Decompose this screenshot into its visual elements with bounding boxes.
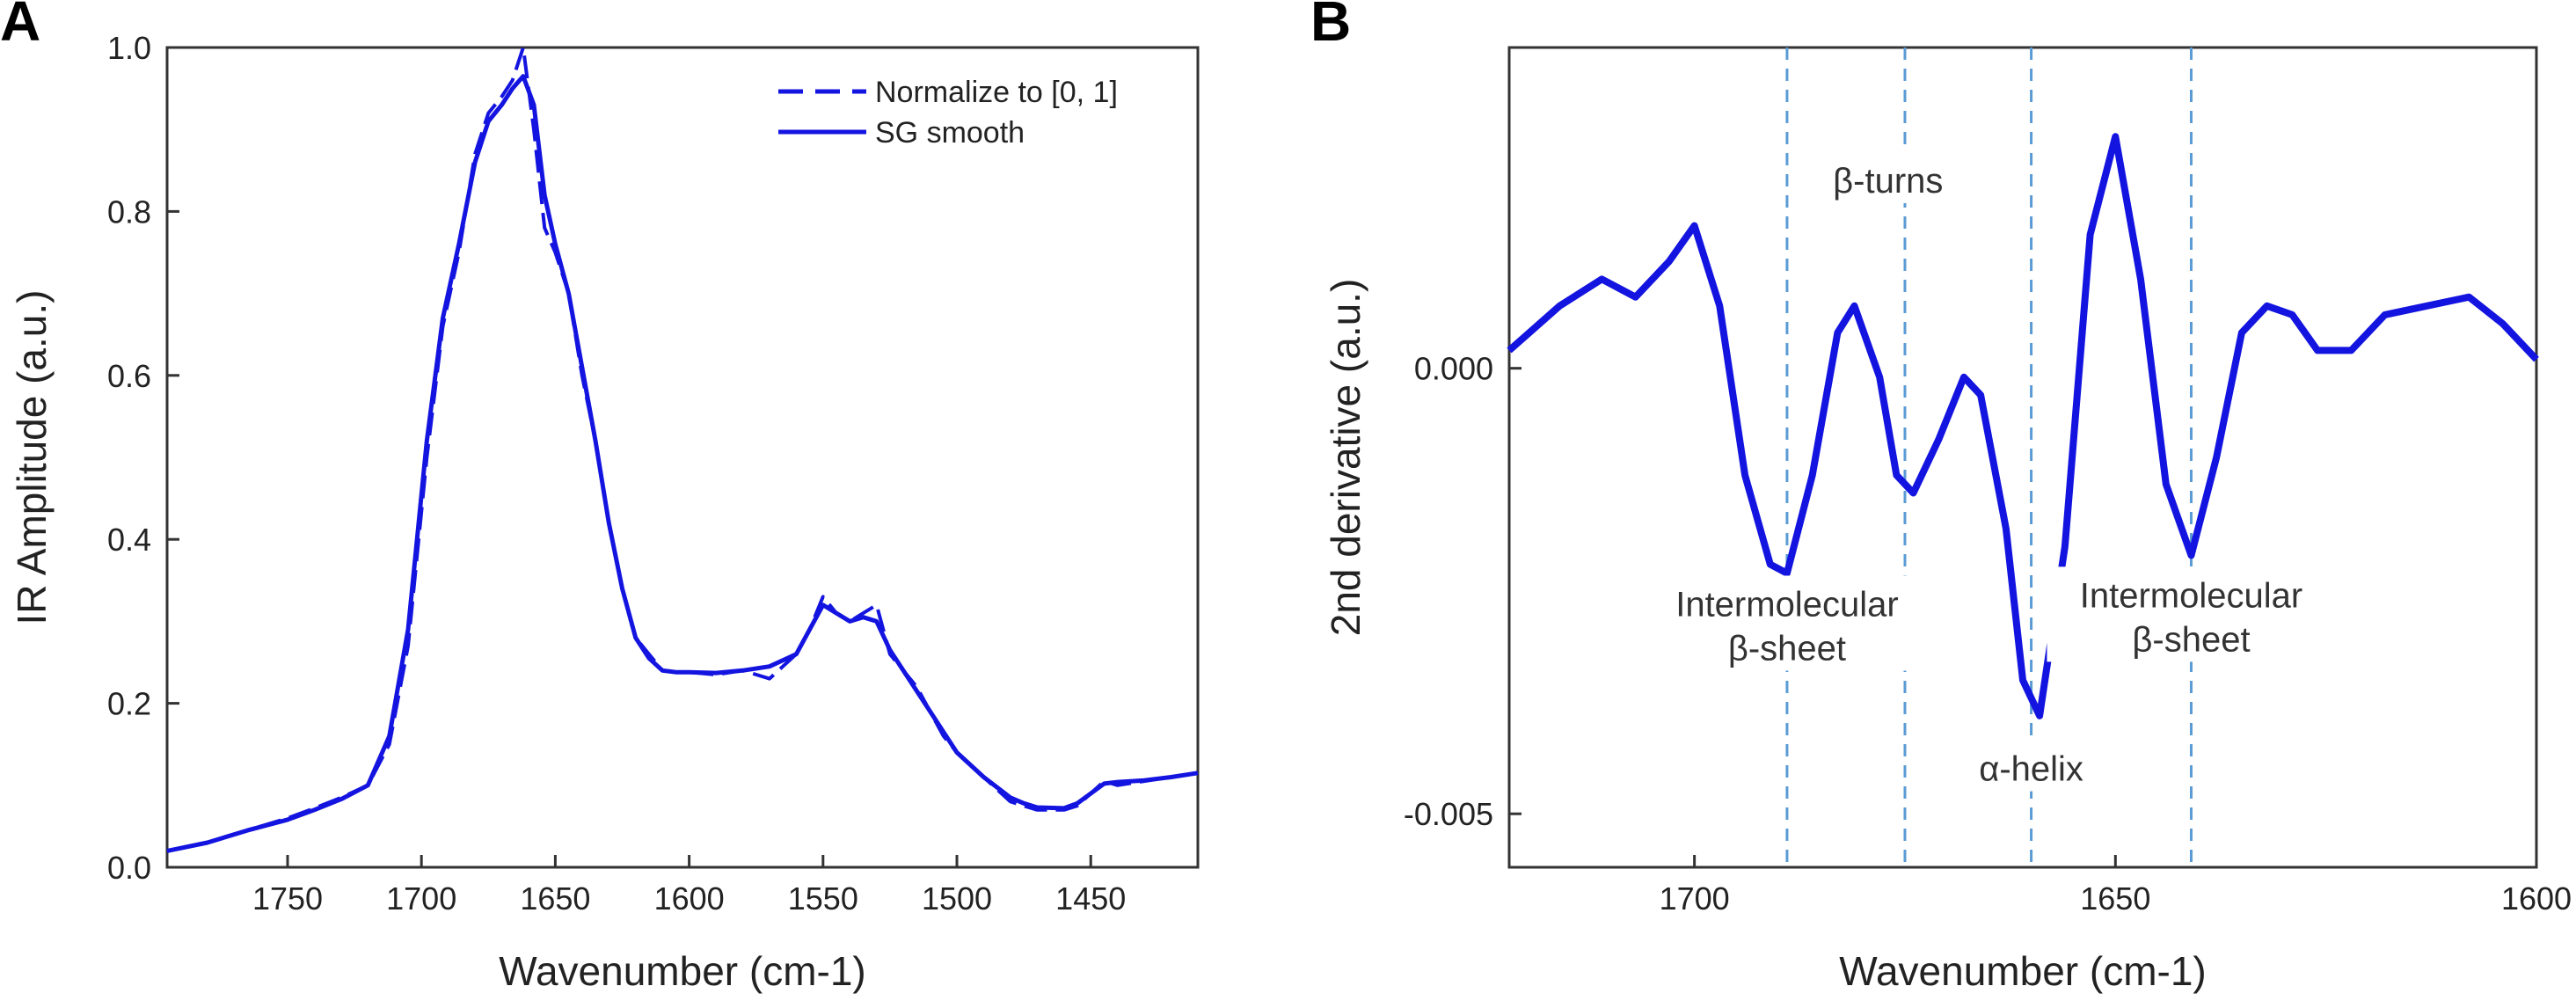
y-tick-label: 1.0	[107, 30, 151, 66]
y-tick-label: 0.0	[107, 850, 151, 886]
panel-a-legend: Normalize to [0, 1] SG smooth	[778, 76, 1118, 150]
panel-a-x-axis-label: Wavenumber (cm-1)	[499, 948, 865, 994]
x-tick-label: 1450	[1055, 880, 1126, 917]
annotation-label: α-helix	[1979, 750, 2083, 789]
x-tick-label: 1650	[2080, 880, 2150, 917]
panel-b-annotations: Intermolecular β-sheet β-turns α-helix Inter…	[1642, 151, 2336, 792]
annotation-backing	[1954, 740, 2108, 792]
legend-label-sg-smooth: SG smooth	[875, 116, 1025, 150]
panel-b-y-axis-label: 2nd derivative (a.u.)	[1323, 279, 1368, 637]
annotation-backing	[1642, 575, 1931, 671]
annotation-backing	[1811, 151, 1965, 203]
panel-a-letter: A	[0, 0, 40, 53]
annotation-label: Intermolecular	[1675, 585, 1898, 624]
panel-b-x-axis-label: Wavenumber (cm-1)	[1839, 948, 2206, 994]
x-tick-label: 1700	[1660, 880, 1730, 917]
annotation-label: Intermolecular	[2080, 576, 2302, 615]
y-tick-label: 0.8	[107, 194, 151, 230]
y-tick-label: 0.6	[107, 358, 151, 394]
legend-label-normalize: Normalize to [0, 1]	[875, 76, 1118, 109]
x-tick-label: 1550	[788, 880, 858, 917]
panel-a-chart: A 1750 1700 1650 1600 1550 1500 1450 0.0 0.2 0.4 0…	[0, 0, 1200, 994]
y-tick-label: -0.005	[1404, 796, 1493, 832]
panel-b-ticks: 1700 1650 1600 0.000 -0.005	[1404, 351, 2572, 917]
panel-a-y-axis-label: IR Amplitude (a.u.)	[9, 290, 55, 625]
panel-b-chart: B 1700 1650 1600 0.000 -0.005 Intermolecular…	[1310, 0, 2572, 994]
y-tick-label: 0.2	[107, 686, 151, 722]
annotation-label: β-sheet	[2132, 620, 2250, 659]
x-tick-label: 1600	[2501, 880, 2572, 917]
panel-a-series	[166, 46, 1199, 853]
panel-a-ticks: 1750 1700 1650 1600 1550 1500 1450 0.0 0.2 0.4 0.6…	[107, 30, 1126, 917]
panel-a-plot-frame	[165, 46, 1200, 869]
panel-b-letter: B	[1310, 0, 1351, 53]
panel-b-reference-lines	[1785, 47, 2193, 867]
series-line-normalize	[166, 46, 1199, 853]
panel-b-series	[1507, 133, 2539, 719]
y-tick-label: 0.000	[1414, 351, 1493, 387]
series-line-sg-smooth	[166, 74, 1199, 853]
x-tick-label: 1700	[386, 880, 456, 917]
annotation-label: β-turns	[1833, 162, 1943, 201]
series-line-2nd-derivative	[1507, 133, 2539, 719]
panel-b-plot-frame	[1507, 46, 2538, 869]
annotation-label: β-sheet	[1728, 629, 1846, 668]
x-tick-label: 1600	[654, 880, 725, 917]
x-tick-label: 1500	[922, 880, 992, 917]
annotation-backing	[2047, 566, 2336, 662]
x-tick-label: 1750	[252, 880, 323, 917]
y-tick-label: 0.4	[107, 522, 151, 558]
x-tick-label: 1650	[520, 880, 590, 917]
